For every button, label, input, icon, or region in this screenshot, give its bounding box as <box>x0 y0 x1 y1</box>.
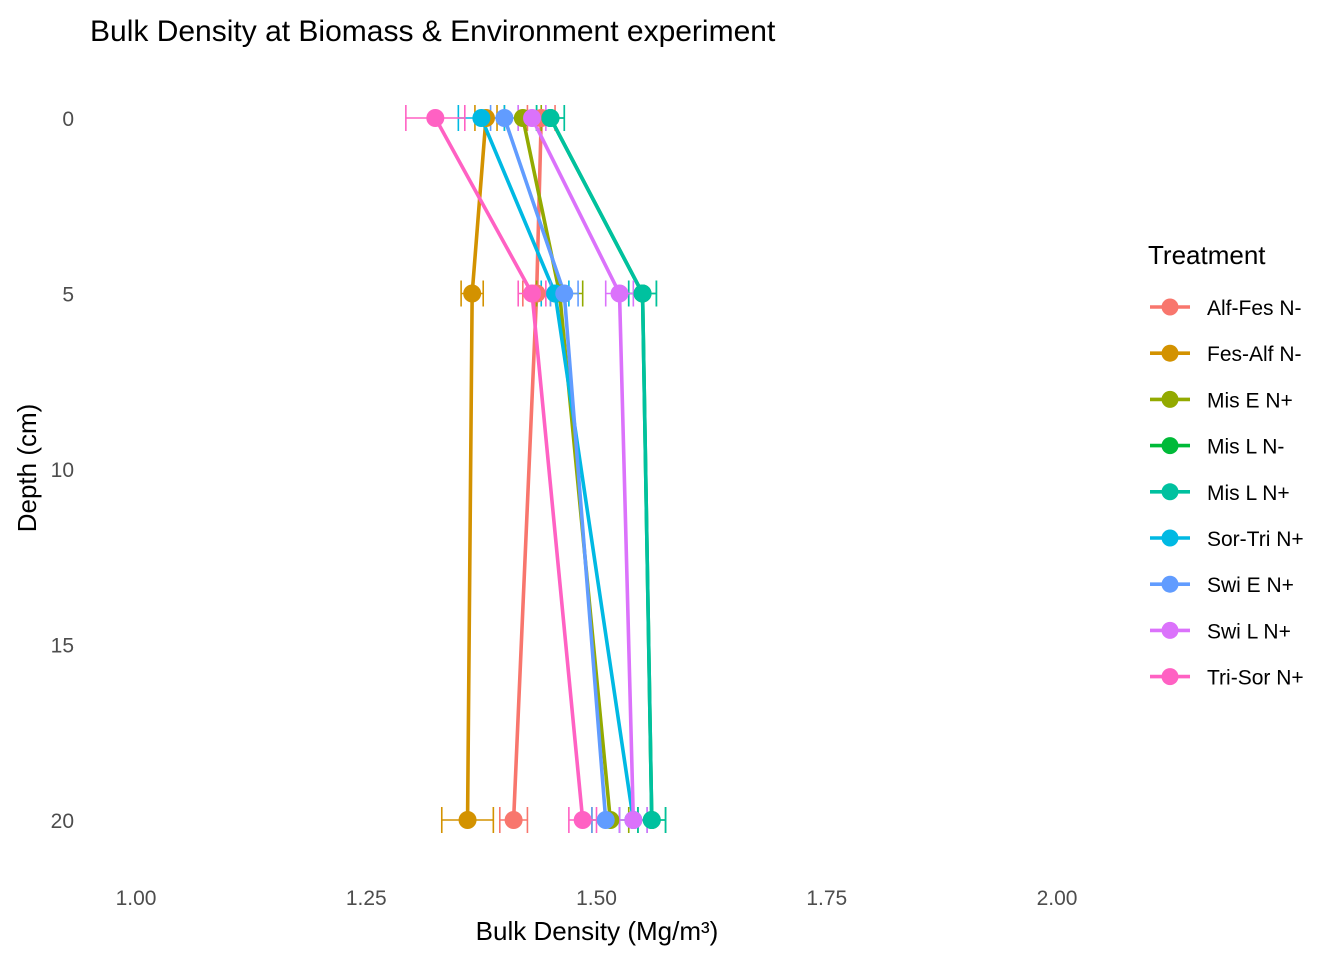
data-point <box>504 811 523 829</box>
data-point <box>523 109 542 127</box>
legend-item: Tri-Sor N+ <box>1150 667 1304 690</box>
series-line <box>433 117 585 821</box>
series-0 <box>498 105 556 833</box>
legend-item: Mis E N+ <box>1150 389 1293 412</box>
series-8 <box>405 105 598 833</box>
y-axis-ticks: 0 5 10 15 20 <box>51 108 74 833</box>
legend-key-point <box>1161 529 1179 547</box>
legend-item: Sor-Tri N+ <box>1150 528 1304 551</box>
legend-label: Mis E N+ <box>1207 389 1293 412</box>
legend-title: Treatment <box>1148 240 1266 270</box>
data-point <box>458 811 477 829</box>
data-point <box>523 284 542 303</box>
data-point <box>495 109 514 127</box>
y-tick-label: 20 <box>51 810 74 833</box>
chart-title: Bulk Density at Biomass & Environment ex… <box>90 15 776 48</box>
x-tick-label: 1.50 <box>576 887 617 910</box>
legend-label: Sor-Tri N+ <box>1207 528 1304 551</box>
legend-key-point <box>1161 483 1179 501</box>
data-point <box>541 109 560 127</box>
legend-item: Mis L N+ <box>1150 482 1290 505</box>
y-axis-title: Depth (cm) <box>12 404 42 533</box>
legend-label: Mis L N- <box>1207 436 1284 459</box>
series-points-4 <box>541 109 661 829</box>
x-axis-title: Bulk Density (Mg/m³) <box>476 916 719 946</box>
data-point <box>472 109 491 127</box>
x-axis-ticks: 1.00 1.25 1.50 1.75 2.00 <box>116 887 1078 910</box>
series-points-6 <box>495 109 615 829</box>
x-tick-label: 1.75 <box>806 887 847 910</box>
data-point <box>624 811 643 829</box>
legend-item: Mis L N- <box>1150 436 1284 459</box>
legend-label: Swi L N+ <box>1207 620 1291 643</box>
data-point <box>555 284 574 303</box>
data-point <box>426 109 445 127</box>
data-point <box>596 811 615 829</box>
series-points-7 <box>523 109 643 829</box>
data-point <box>573 811 592 829</box>
x-tick-label: 1.00 <box>116 887 157 910</box>
y-tick-label: 0 <box>62 108 74 131</box>
data-point <box>463 284 482 303</box>
legend-item: Swi E N+ <box>1150 574 1294 597</box>
legend: Treatment Alf-Fes N- Fes-Alf N- Mis E N+ Mi… <box>1148 240 1304 690</box>
legend-key-point <box>1161 668 1179 686</box>
legend-label: Alf-Fes N- <box>1207 297 1302 320</box>
series-line <box>465 117 488 821</box>
series-points-8 <box>426 109 592 829</box>
y-tick-label: 10 <box>51 459 74 482</box>
legend-item: Alf-Fes N- <box>1150 297 1302 320</box>
legend-key-point <box>1161 575 1179 593</box>
plot-area <box>405 105 667 833</box>
legend-key-point <box>1161 298 1179 316</box>
legend-label: Tri-Sor N+ <box>1207 667 1304 690</box>
legend-label: Fes-Alf N- <box>1207 343 1302 366</box>
y-tick-label: 5 <box>62 284 74 307</box>
legend-key-point <box>1161 621 1179 639</box>
legend-key-point <box>1161 344 1179 362</box>
legend-key-point <box>1161 390 1179 408</box>
data-point <box>642 811 661 829</box>
series-line <box>479 117 636 821</box>
y-tick-label: 15 <box>51 635 74 658</box>
x-tick-label: 1.25 <box>346 887 387 910</box>
x-tick-label: 2.00 <box>1037 887 1078 910</box>
legend-item: Fes-Alf N- <box>1150 343 1302 366</box>
legend-key-point <box>1161 437 1179 455</box>
data-point <box>633 284 652 303</box>
legend-label: Mis L N+ <box>1207 482 1290 505</box>
legend-item: Swi L N+ <box>1150 620 1291 643</box>
data-point <box>610 284 629 303</box>
legend-label: Swi E N+ <box>1207 574 1294 597</box>
